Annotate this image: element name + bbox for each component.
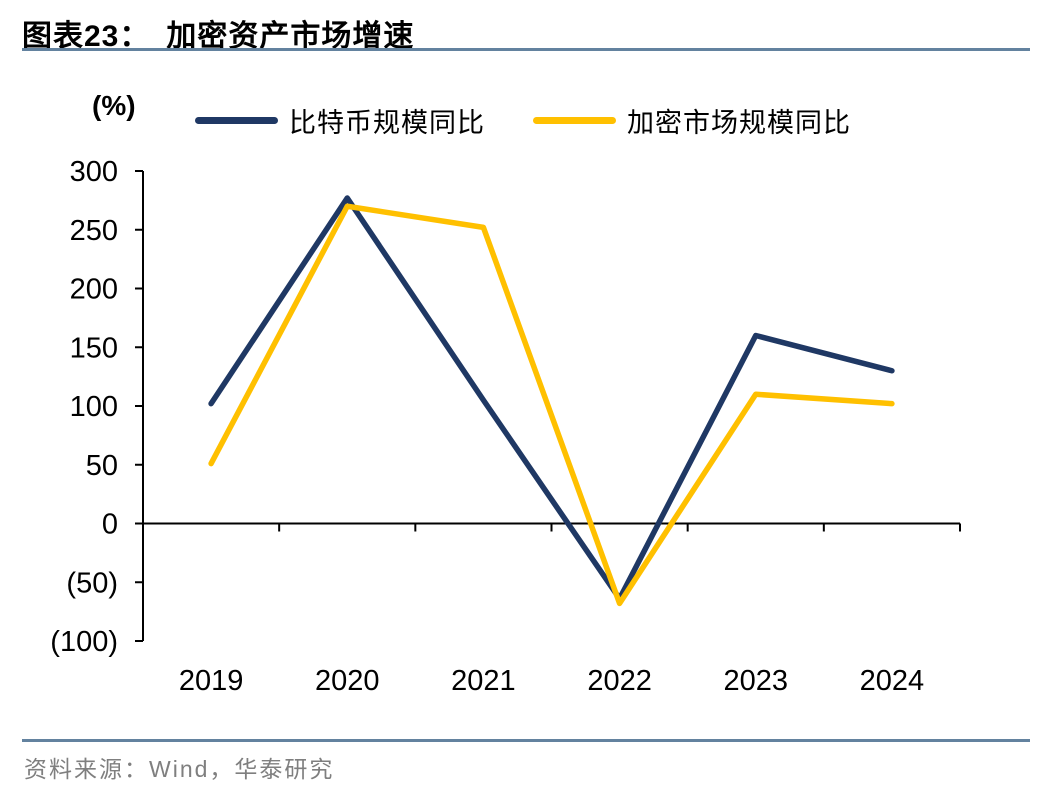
y-axis-tick-label: 200: [70, 274, 118, 306]
x-axis-tick-label: 2019: [179, 665, 244, 697]
crypto-market-yoy-line: [208, 203, 895, 607]
y-axis-tick-label: 250: [70, 215, 118, 247]
x-axis-tick-label: 2020: [315, 665, 380, 697]
y-axis-tick-label: 0: [102, 509, 118, 541]
legend-label-bitcoin: 比特币规模同比: [289, 107, 485, 138]
x-axis-tick-label: 2023: [723, 665, 788, 697]
x-axis-tick-label: 2022: [587, 665, 652, 697]
y-axis-tick-label: (100): [50, 626, 118, 658]
title-divider: [22, 48, 1030, 51]
y-axis-tick-label: 150: [70, 332, 118, 364]
y-axis-tick-label: (50): [66, 567, 118, 599]
source-note: 资料来源：Wind，华泰研究: [24, 756, 335, 782]
bitcoin-yoy-line: [208, 195, 895, 602]
chart-legend: 比特币规模同比 加密市场规模同比: [195, 103, 851, 138]
legend-swatch-crypto-market: [533, 116, 616, 124]
x-axis-tick-label: 2021: [451, 665, 516, 697]
footer-divider: [22, 739, 1030, 742]
chart-figure-label: 图表23：: [22, 20, 151, 53]
y-axis-tick-label: 300: [70, 156, 118, 188]
y-axis-tick-label: 50: [86, 450, 118, 482]
y-axis-tick-label: 100: [70, 391, 118, 423]
y-axis-unit-label: (%): [92, 90, 136, 121]
chart-title-text: 加密资产市场增速: [166, 20, 415, 53]
chart-title: 图表23： 加密资产市场增速: [22, 11, 414, 55]
x-axis-tick-label: 2024: [860, 665, 925, 697]
legend-swatch-bitcoin: [195, 116, 278, 124]
legend-label-crypto-market: 加密市场规模同比: [627, 107, 851, 138]
